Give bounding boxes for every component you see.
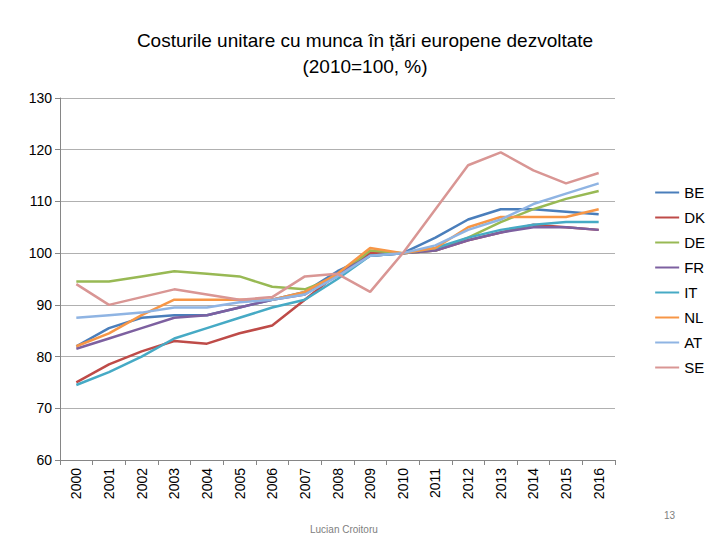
svg-text:2002: 2002 — [134, 468, 150, 499]
svg-text:2001: 2001 — [101, 468, 117, 499]
svg-text:2010: 2010 — [395, 468, 411, 499]
svg-text:2016: 2016 — [591, 468, 607, 499]
svg-text:FR: FR — [684, 259, 704, 276]
svg-text:2014: 2014 — [525, 468, 541, 499]
svg-text:2009: 2009 — [362, 468, 378, 499]
svg-text:2000: 2000 — [68, 468, 84, 499]
svg-text:2004: 2004 — [199, 468, 215, 499]
svg-text:2008: 2008 — [330, 468, 346, 499]
svg-text:2003: 2003 — [166, 468, 182, 499]
svg-text:2012: 2012 — [460, 468, 476, 499]
svg-text:100: 100 — [29, 245, 53, 261]
svg-text:Lucian Croitoru: Lucian Croitoru — [310, 524, 378, 535]
svg-text:120: 120 — [29, 142, 53, 158]
svg-text:BE: BE — [684, 184, 704, 201]
svg-text:DK: DK — [684, 209, 705, 226]
svg-text:2015: 2015 — [558, 468, 574, 499]
svg-text:(2010=100, %): (2010=100, %) — [302, 56, 427, 77]
svg-text:70: 70 — [36, 400, 52, 416]
svg-text:110: 110 — [30, 193, 53, 209]
svg-text:60: 60 — [36, 452, 52, 468]
svg-text:130: 130 — [29, 90, 53, 106]
svg-text:2005: 2005 — [232, 468, 248, 499]
svg-text:SE: SE — [684, 359, 704, 376]
svg-text:AT: AT — [684, 334, 702, 351]
svg-text:2007: 2007 — [297, 468, 313, 499]
svg-text:IT: IT — [684, 284, 697, 301]
svg-text:DE: DE — [684, 234, 705, 251]
svg-text:NL: NL — [684, 309, 703, 326]
svg-text:2011: 2011 — [427, 468, 443, 498]
svg-text:Costurile unitare cu munca în: Costurile unitare cu munca în țări europ… — [137, 30, 593, 51]
svg-text:80: 80 — [36, 349, 52, 365]
svg-text:2013: 2013 — [493, 468, 509, 499]
svg-text:2006: 2006 — [264, 468, 280, 499]
svg-text:13: 13 — [664, 510, 676, 521]
svg-text:90: 90 — [36, 297, 52, 313]
